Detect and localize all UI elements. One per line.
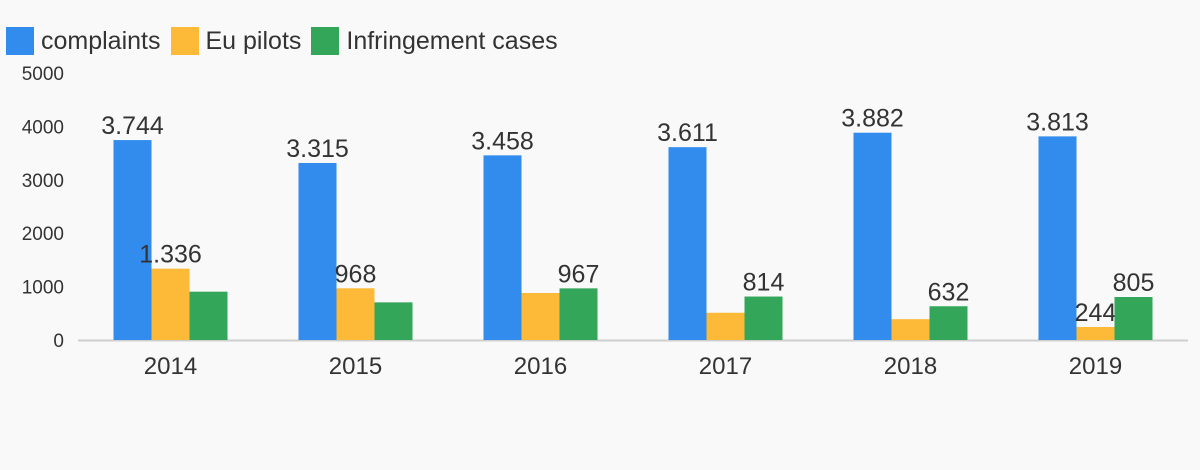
bar-infringement-cases xyxy=(744,296,783,340)
bar-complaints xyxy=(1038,136,1077,340)
bar-eu-pilots xyxy=(891,319,930,340)
data-label: 968 xyxy=(335,260,377,288)
data-label: 967 xyxy=(558,260,600,288)
data-label: 3.744 xyxy=(101,112,164,140)
y-tick-label: 0 xyxy=(53,331,64,352)
data-label: 3.882 xyxy=(841,105,904,133)
data-label: 244 xyxy=(1075,299,1117,327)
x-tick-label: 2018 xyxy=(884,353,937,380)
bar-infringement-cases xyxy=(929,306,968,340)
bar-complaints xyxy=(298,162,337,340)
data-label: 3.813 xyxy=(1026,108,1089,136)
x-tick-label: 2015 xyxy=(329,353,382,380)
bar-eu-pilots xyxy=(521,293,560,340)
y-tick-label: 3000 xyxy=(22,171,64,192)
x-tick-label: 2016 xyxy=(514,353,567,380)
data-label: 3.458 xyxy=(471,127,534,155)
bar-infringement-cases xyxy=(1114,297,1153,340)
bar-eu-pilots xyxy=(706,312,745,340)
data-label: 3.315 xyxy=(286,135,349,163)
y-tick-label: 4000 xyxy=(22,117,64,138)
x-tick-label: 2019 xyxy=(1069,353,1122,380)
data-label: 805 xyxy=(1113,269,1155,297)
data-label: 1.336 xyxy=(139,241,202,269)
data-label: 632 xyxy=(928,278,970,306)
y-tick-label: 2000 xyxy=(22,224,64,245)
legend-label-complaints: complaints xyxy=(41,27,161,55)
bar-infringement-cases xyxy=(559,288,598,340)
chart-legend: complaints Eu pilots Infringement cases xyxy=(6,24,568,58)
legend-item-infringement-cases[interactable]: Infringement cases xyxy=(311,27,558,55)
legend-label-infringement-cases: Infringement cases xyxy=(346,27,558,55)
bar-complaints xyxy=(668,147,707,340)
data-label: 3.611 xyxy=(657,119,718,147)
data-label: 814 xyxy=(743,269,785,297)
legend-item-complaints[interactable]: complaints xyxy=(6,27,161,55)
bar-complaints xyxy=(853,132,892,340)
bar-infringement-cases xyxy=(189,291,228,340)
x-tick-label: 2014 xyxy=(144,353,197,380)
x-tick-label: 2017 xyxy=(699,353,752,380)
bar-eu-pilots xyxy=(151,268,190,340)
bar-infringement-cases xyxy=(374,302,413,340)
bar-complaints xyxy=(113,140,152,340)
legend-swatch-infringement-cases xyxy=(311,27,340,55)
bar-eu-pilots xyxy=(1076,326,1115,340)
y-tick-label: 1000 xyxy=(22,278,64,299)
legend-swatch-eu-pilots xyxy=(170,27,199,55)
y-tick-label: 5000 xyxy=(22,64,64,85)
bar-complaints xyxy=(483,155,522,340)
legend-swatch-complaints xyxy=(6,27,34,55)
legend-label-eu-pilots: Eu pilots xyxy=(205,27,302,55)
bar-eu-pilots xyxy=(336,288,375,340)
legend-item-eu-pilots[interactable]: Eu pilots xyxy=(170,27,302,55)
